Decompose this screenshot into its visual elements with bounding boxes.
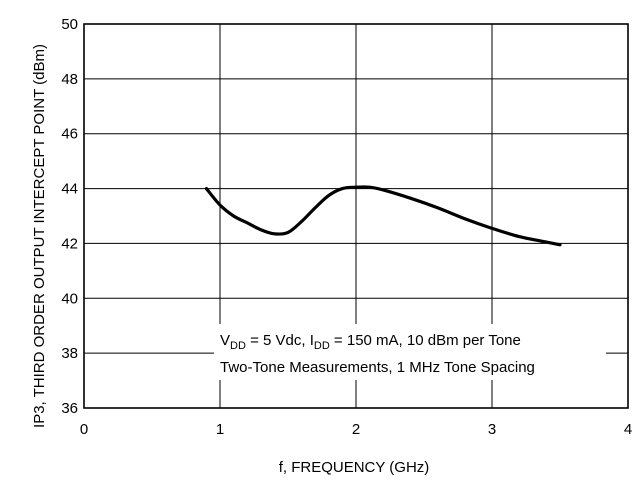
y-tick-label: 48 <box>61 71 78 88</box>
annotation-line-1: VDD = 5 Vdc, IDD = 150 mA, 10 dBm per To… <box>220 332 521 352</box>
annotation-box <box>214 324 606 380</box>
tick-labels: 36 38 40 42 44 46 48 50 0 1 2 3 4 <box>61 16 632 438</box>
x-tick-label: 3 <box>488 421 496 438</box>
y-axis-label: IP3, THIRD ORDER OUTPUT INTERCEPT POINT … <box>31 44 48 428</box>
x-tick-label: 4 <box>624 421 632 438</box>
y-tick-label: 38 <box>61 345 78 362</box>
x-tick-label: 0 <box>80 421 88 438</box>
annotation-line-2: Two-Tone Measurements, 1 MHz Tone Spacin… <box>220 359 535 376</box>
y-tick-label: 40 <box>61 290 78 307</box>
y-tick-label: 50 <box>61 16 78 33</box>
y-tick-label: 46 <box>61 126 78 143</box>
y-tick-label: 44 <box>61 181 78 198</box>
grid <box>84 24 628 408</box>
series-line <box>204 185 562 247</box>
plot-frame <box>83 23 629 409</box>
y-tick-label: 42 <box>61 235 78 252</box>
y-tick-label: 36 <box>61 400 78 417</box>
x-axis-label: f, FREQUENCY (GHz) <box>279 459 430 476</box>
x-tick-label: 1 <box>216 421 224 438</box>
x-tick-label: 2 <box>352 421 360 438</box>
